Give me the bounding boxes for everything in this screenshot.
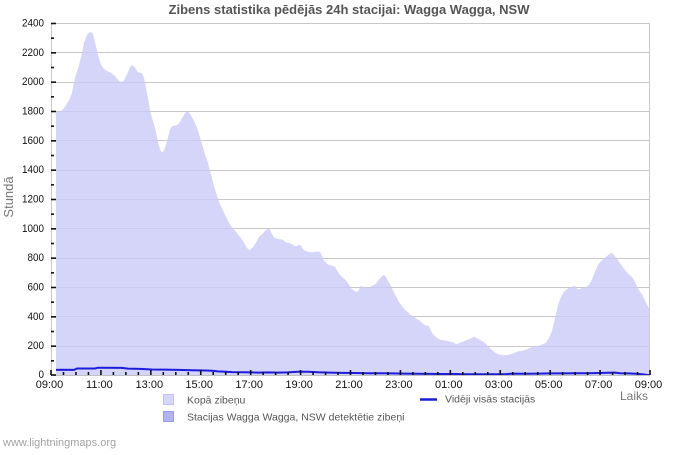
- svg-text:1600: 1600: [22, 135, 44, 147]
- svg-text:800: 800: [28, 252, 45, 264]
- svg-text:15:00: 15:00: [185, 379, 213, 391]
- svg-text:Laiks: Laiks: [620, 389, 648, 403]
- svg-text:Stacijas Wagga Wagga, NSW dete: Stacijas Wagga Wagga, NSW detektētie zib…: [187, 412, 405, 424]
- svg-text:Zibens statistika pēdējās 24h: Zibens statistika pēdējās 24h stacijai: …: [169, 2, 531, 17]
- svg-text:2000: 2000: [22, 76, 44, 88]
- svg-text:1800: 1800: [22, 106, 44, 118]
- svg-text:03:00: 03:00: [485, 379, 513, 391]
- svg-text:07:00: 07:00: [585, 379, 613, 391]
- svg-text:2400: 2400: [22, 18, 44, 30]
- svg-text:09:00: 09:00: [635, 379, 663, 391]
- svg-text:21:00: 21:00: [335, 379, 363, 391]
- svg-text:0: 0: [39, 369, 45, 381]
- svg-text:200: 200: [28, 340, 45, 352]
- svg-text:1200: 1200: [22, 194, 44, 206]
- svg-text:Stundā: Stundā: [1, 176, 16, 218]
- svg-text:600: 600: [28, 282, 45, 294]
- svg-text:2200: 2200: [22, 47, 44, 59]
- svg-text:23:00: 23:00: [385, 379, 413, 391]
- svg-text:13:00: 13:00: [136, 379, 164, 391]
- svg-text:1400: 1400: [22, 164, 44, 176]
- svg-text:17:00: 17:00: [235, 379, 263, 391]
- svg-text:11:00: 11:00: [86, 379, 113, 391]
- svg-text:19:00: 19:00: [285, 379, 313, 391]
- svg-text:400: 400: [28, 311, 45, 323]
- svg-text:05:00: 05:00: [535, 379, 563, 391]
- svg-text:1000: 1000: [22, 223, 44, 235]
- svg-text:09:00: 09:00: [36, 379, 64, 391]
- svg-text:Vidēji visās stacijās: Vidēji visās stacijās: [445, 394, 535, 406]
- svg-text:www.lightningmaps.org: www.lightningmaps.org: [2, 437, 116, 449]
- svg-text:01:00: 01:00: [435, 379, 463, 391]
- svg-text:Kopā zibeņu: Kopā zibeņu: [187, 395, 246, 407]
